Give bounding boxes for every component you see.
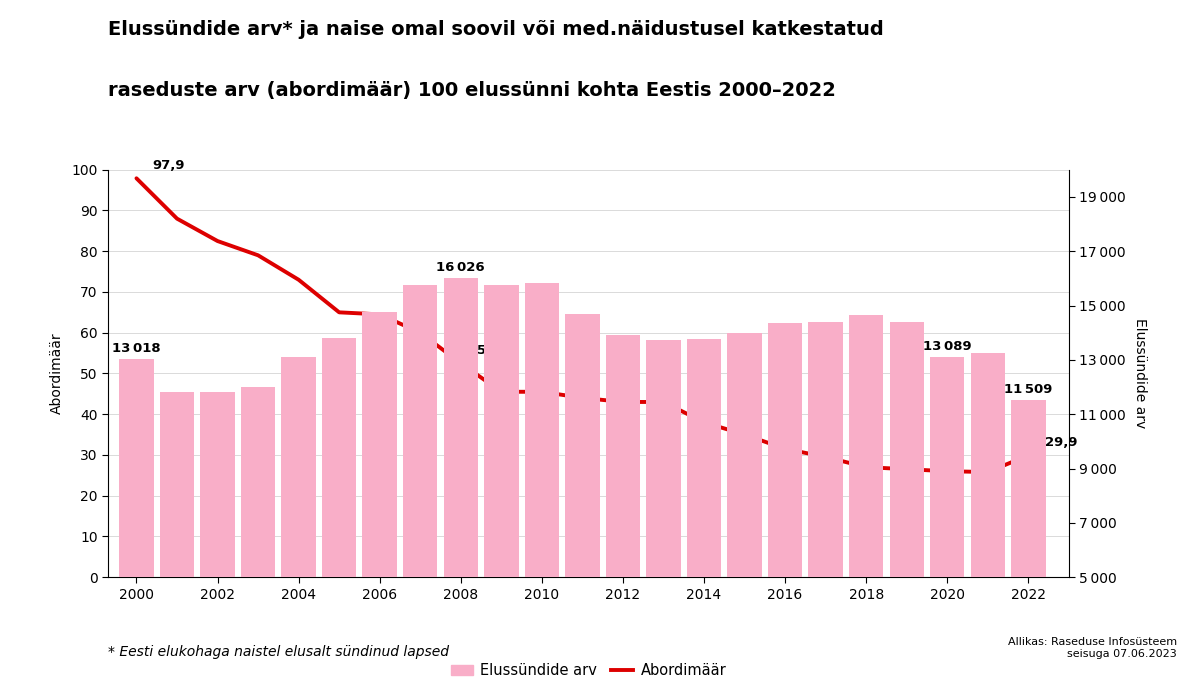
Bar <box>605 335 640 679</box>
Bar <box>687 339 722 679</box>
Bar <box>484 285 519 679</box>
Text: 29,9: 29,9 <box>1045 436 1077 449</box>
Bar <box>1011 401 1046 679</box>
Bar <box>646 340 681 679</box>
Bar <box>322 337 357 679</box>
Bar <box>119 359 154 679</box>
Text: tai: tai <box>35 626 61 644</box>
Text: Elussündide arv* ja naise omal soovil või med.näidustusel katkestatud: Elussündide arv* ja naise omal soovil võ… <box>108 20 884 39</box>
Text: raseduste arv (abordimäär) 100 elussünni kohta Eestis 2000–2022: raseduste arv (abordimäär) 100 elussünni… <box>108 81 836 100</box>
Bar <box>160 392 195 679</box>
Bar <box>525 283 560 679</box>
Bar <box>241 387 275 679</box>
Bar <box>566 314 599 679</box>
Text: 11 509: 11 509 <box>1004 383 1052 397</box>
Bar <box>890 323 924 679</box>
Bar <box>930 357 964 679</box>
Text: 16 026: 16 026 <box>436 261 485 274</box>
Bar <box>201 392 234 679</box>
Bar <box>404 285 437 679</box>
Text: Allikas: Raseduse Infosüsteem
seisuga 07.06.2023: Allikas: Raseduse Infosüsteem seisuga 07… <box>1008 637 1177 659</box>
Text: 13 018: 13 018 <box>112 342 161 355</box>
Text: 52,5: 52,5 <box>477 344 509 357</box>
Text: 13 089: 13 089 <box>922 340 972 353</box>
Text: * Eesti elukohaga naistel elusalt sündinud lapsed: * Eesti elukohaga naistel elusalt sündin… <box>108 644 449 659</box>
Bar <box>281 357 316 679</box>
Bar <box>728 333 761 679</box>
Bar <box>767 323 802 679</box>
Bar <box>970 354 1005 679</box>
Legend: Elussündide arv, Abordimäär: Elussündide arv, Abordimäär <box>444 657 733 679</box>
Bar <box>808 323 843 679</box>
Bar <box>849 315 884 679</box>
Y-axis label: Abordimäär: Abordimäär <box>50 333 65 414</box>
Bar <box>443 278 478 679</box>
Text: Tervise
Arengu
Instituut: Tervise Arengu Instituut <box>36 650 60 667</box>
Y-axis label: Elussündide arv: Elussündide arv <box>1133 318 1147 428</box>
Text: 97,9: 97,9 <box>153 159 185 172</box>
Bar <box>363 312 398 679</box>
